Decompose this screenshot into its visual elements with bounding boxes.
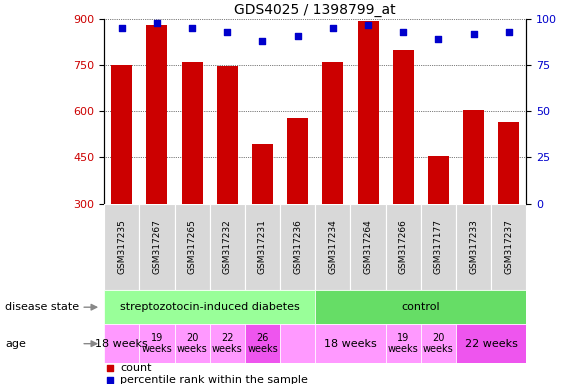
Bar: [280, 204, 315, 290]
Point: [368, 332, 377, 338]
Bar: [111, 65, 132, 296]
Bar: [140, 324, 175, 363]
Bar: [456, 324, 526, 363]
Bar: [351, 204, 386, 290]
Bar: [498, 122, 520, 296]
Bar: [315, 290, 526, 324]
Point: [328, 25, 337, 31]
Bar: [456, 204, 491, 290]
Point: [258, 38, 267, 45]
Bar: [104, 324, 140, 363]
Point: [434, 36, 443, 43]
Point: [187, 25, 196, 31]
Text: 19
weeks: 19 weeks: [141, 333, 172, 354]
Bar: [175, 204, 210, 290]
Text: GSM317236: GSM317236: [293, 219, 302, 274]
Bar: [210, 204, 245, 290]
Point: [153, 20, 162, 26]
Bar: [140, 204, 175, 290]
Title: GDS4025 / 1398799_at: GDS4025 / 1398799_at: [234, 3, 396, 17]
Text: GSM317266: GSM317266: [399, 219, 408, 274]
Point: [399, 29, 408, 35]
Text: GSM317232: GSM317232: [223, 219, 232, 274]
Bar: [104, 290, 315, 324]
Text: 19
weeks: 19 weeks: [388, 333, 419, 354]
Text: 18 weeks: 18 weeks: [95, 339, 148, 349]
Text: age: age: [5, 339, 26, 349]
Text: percentile rank within the sample: percentile rank within the sample: [120, 375, 308, 384]
Text: 22
weeks: 22 weeks: [212, 333, 243, 354]
Bar: [252, 144, 273, 296]
Point: [364, 22, 373, 28]
Text: GSM317237: GSM317237: [504, 219, 513, 274]
Text: 20
weeks: 20 weeks: [177, 333, 208, 354]
Point: [117, 25, 126, 31]
Point: [368, 227, 377, 233]
Bar: [182, 62, 203, 296]
Text: GSM317234: GSM317234: [328, 219, 337, 274]
Text: GSM317264: GSM317264: [364, 219, 373, 274]
Text: GSM317233: GSM317233: [469, 219, 478, 274]
Text: GSM317177: GSM317177: [434, 219, 443, 274]
Text: GSM317235: GSM317235: [117, 219, 126, 274]
Bar: [315, 204, 350, 290]
Text: disease state: disease state: [5, 302, 79, 312]
Bar: [146, 25, 168, 296]
Bar: [428, 156, 449, 296]
Text: 18 weeks: 18 weeks: [324, 339, 377, 349]
Bar: [280, 324, 315, 363]
Text: streptozotocin-induced diabetes: streptozotocin-induced diabetes: [120, 302, 300, 312]
Bar: [491, 204, 526, 290]
Text: 26
weeks: 26 weeks: [247, 333, 278, 354]
Bar: [245, 324, 280, 363]
Bar: [315, 324, 386, 363]
Bar: [463, 110, 484, 296]
Bar: [104, 204, 140, 290]
Text: 20
weeks: 20 weeks: [423, 333, 454, 354]
Bar: [421, 204, 456, 290]
Bar: [323, 62, 343, 296]
Point: [469, 31, 478, 37]
Text: GSM317265: GSM317265: [187, 219, 196, 274]
Text: 22 weeks: 22 weeks: [465, 339, 517, 349]
Text: GSM317267: GSM317267: [153, 219, 162, 274]
Bar: [393, 50, 414, 296]
Text: GSM317231: GSM317231: [258, 219, 267, 274]
Bar: [386, 324, 421, 363]
Bar: [358, 21, 379, 296]
Bar: [217, 66, 238, 296]
Bar: [421, 324, 456, 363]
Bar: [210, 324, 245, 363]
Text: control: control: [401, 302, 440, 312]
Point: [293, 33, 302, 39]
Text: count: count: [120, 363, 151, 373]
Point: [504, 29, 513, 35]
Bar: [386, 204, 421, 290]
Bar: [245, 204, 280, 290]
Point: [223, 29, 232, 35]
Bar: [175, 324, 210, 363]
Bar: [287, 118, 309, 296]
